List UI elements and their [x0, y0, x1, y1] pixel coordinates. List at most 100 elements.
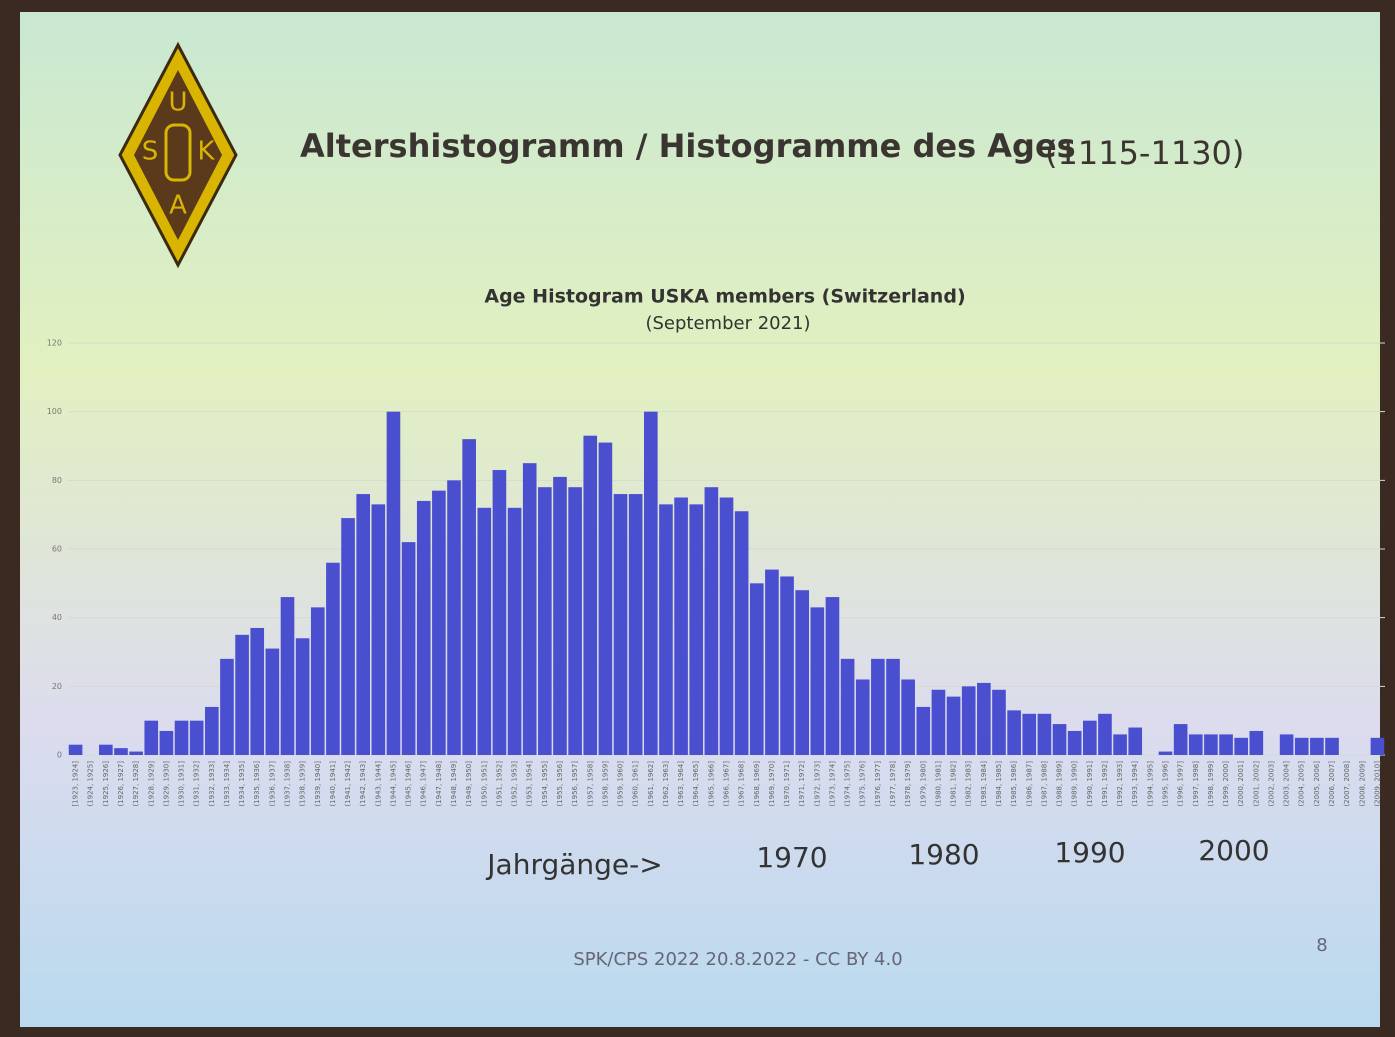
bar [99, 744, 113, 755]
x-tick-label: (1935, 1936] [253, 761, 261, 807]
bar [1173, 724, 1188, 755]
x-tick-label: (1925, 1926] [102, 761, 110, 807]
y-tick-label: 80 [52, 476, 62, 485]
bar [1279, 734, 1294, 755]
bar [643, 411, 658, 755]
bar [401, 542, 416, 755]
bar [68, 744, 83, 755]
annotation: 2000 [1198, 834, 1269, 867]
bar [144, 720, 159, 755]
bar [613, 494, 628, 755]
x-tick-label: (1992, 1993] [1116, 761, 1124, 807]
bar [765, 569, 779, 755]
y-tick-label: 0 [57, 751, 62, 760]
x-tick-label: (1977, 1978] [889, 761, 897, 807]
x-tick-label: (1938, 1939] [299, 761, 307, 807]
x-tick-label: (1987, 1988] [1040, 761, 1048, 807]
bar [628, 494, 643, 755]
bar [1007, 710, 1021, 755]
chart-subtitle: (September 2021) [645, 313, 810, 334]
x-tick-label: (1990, 1991] [1086, 761, 1094, 807]
y-tick-label: 120 [47, 339, 62, 348]
slide-title: Altershistogramm / Histogramme des Ages [300, 127, 1076, 165]
x-tick-label: (1934, 1935] [238, 761, 246, 807]
x-tick-label: (1928, 1929] [147, 761, 155, 807]
annotation: 1990 [1054, 836, 1125, 869]
footer: SPK/CPS 2022 20.8.2022 - CC BY 4.0 [573, 949, 902, 970]
x-tick-label: (1937, 1938] [284, 761, 292, 807]
bar [189, 720, 204, 755]
bar [356, 494, 371, 755]
y-tick-label: 100 [47, 407, 62, 416]
bar [1204, 734, 1218, 755]
bar [719, 497, 734, 755]
x-tick-label: (1930, 1931] [178, 761, 186, 807]
x-tick-label: (2008, 2009] [1358, 761, 1366, 807]
x-tick-label: (1964, 1965] [692, 761, 700, 807]
bar [1037, 713, 1052, 755]
x-tick-label: (1939, 1940] [314, 761, 322, 807]
x-tick-label: (1985, 1986] [1010, 761, 1018, 807]
x-tick-label: (1986, 1987] [1025, 761, 1033, 807]
x-tick-label: (2005, 2006] [1313, 761, 1321, 807]
bar [659, 504, 673, 755]
x-tick-label: (2007, 2008] [1343, 761, 1351, 807]
bar [477, 507, 492, 755]
bar [1294, 737, 1309, 755]
bar [129, 751, 143, 755]
x-tick-label: (1950, 1951] [480, 761, 488, 807]
x-tick-label: (1942, 1943] [359, 761, 367, 807]
bar [507, 507, 522, 755]
bar [416, 500, 431, 755]
bar [310, 607, 325, 755]
x-tick-label: (1963, 1964] [677, 761, 685, 807]
bar [749, 583, 764, 755]
x-tick-label: (1969, 1970] [768, 761, 776, 807]
x-tick-label: (2001, 2002] [1252, 761, 1260, 807]
bar [598, 442, 613, 755]
bar [159, 730, 174, 755]
bar [901, 679, 915, 755]
x-tick-label: (1978, 1979] [904, 761, 912, 807]
x-tick-label: (1927, 1928] [132, 761, 140, 807]
bar [295, 638, 310, 755]
x-tick-label: (1945, 1946] [405, 761, 413, 807]
x-tick-label: (1959, 1960] [617, 761, 625, 807]
bar [795, 590, 810, 755]
x-tick-label: (1972, 1973] [813, 761, 821, 807]
x-tick-label: (2000, 2001] [1237, 761, 1245, 807]
x-tick-label: (1991, 1992] [1101, 761, 1109, 807]
logo-letter: A [169, 191, 187, 221]
x-tick-label: (1993, 1994] [1131, 761, 1139, 807]
bar [704, 487, 719, 755]
logo: U S K A [118, 41, 238, 269]
bar [341, 518, 355, 755]
bar [265, 648, 280, 755]
bar [522, 463, 537, 755]
bar [689, 504, 704, 755]
bar [1325, 737, 1339, 755]
y-tick-label: 60 [52, 545, 62, 554]
bar [734, 511, 749, 755]
x-tick-label: (2004, 2005] [1298, 761, 1306, 807]
bar [1113, 734, 1127, 755]
bar [1067, 730, 1082, 755]
bar [946, 696, 961, 755]
bar [916, 706, 931, 755]
bar [1158, 751, 1173, 755]
x-tick-label: (2006, 2007] [1328, 761, 1336, 807]
x-tick-label: (1970, 1971] [783, 761, 791, 807]
bar [583, 435, 598, 755]
bar [432, 490, 446, 755]
bar [568, 487, 582, 755]
x-tick-label: (1996, 1997] [1177, 761, 1185, 807]
bar [1022, 713, 1037, 755]
bar [1082, 720, 1097, 755]
x-tick-label: (1940, 1941] [329, 761, 337, 807]
logo-letter: S [142, 137, 159, 167]
x-tick-label: (1948, 1949] [450, 761, 458, 807]
bar [977, 682, 991, 755]
bar [220, 658, 234, 755]
x-tick-label: (1980, 1981] [934, 761, 942, 807]
